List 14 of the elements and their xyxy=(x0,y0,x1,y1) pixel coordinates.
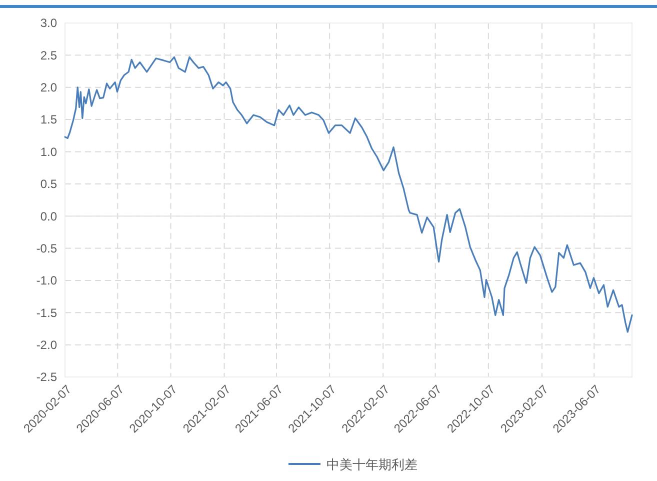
y-tick-label: -0.5 xyxy=(36,241,58,256)
y-tick-label: 2.5 xyxy=(40,48,58,62)
y-tick-label: 0.5 xyxy=(40,177,58,192)
y-tick-label: 1.5 xyxy=(40,112,58,127)
y-tick-label: -1.5 xyxy=(36,306,58,320)
y-tick-label: -2.5 xyxy=(36,370,58,384)
y-tick-label: 1.0 xyxy=(40,144,58,159)
legend-label: 中美十年期利差 xyxy=(326,457,418,473)
line-series xyxy=(64,56,633,333)
y-tick-label: -2.0 xyxy=(36,338,58,352)
y-tick-label: 0.0 xyxy=(40,209,58,224)
y-tick-label: 2.0 xyxy=(40,80,58,95)
y-tick-label: 3.0 xyxy=(40,16,58,30)
y-tick-label: -1.0 xyxy=(36,274,58,288)
